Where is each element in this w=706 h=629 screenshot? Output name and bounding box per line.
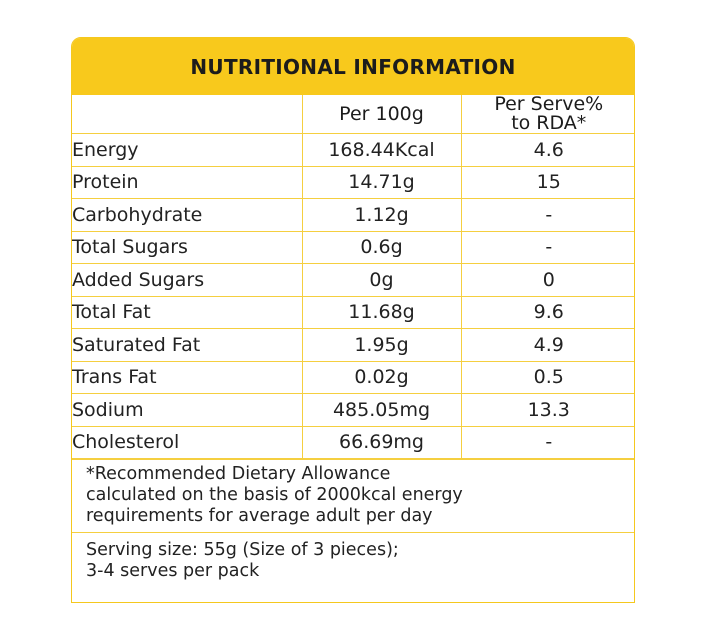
footnote-line: requirements for average adult per day: [86, 506, 433, 526]
rda-value: 13.3: [460, 393, 634, 427]
rda-footnote: *Recommended Dietary Allowance calculate…: [72, 459, 634, 532]
per-100g-value: 11.68g: [301, 295, 462, 329]
nutrient-name: Protein: [72, 165, 303, 199]
per-100g-value: 1.12g: [301, 198, 462, 232]
rda-label: to RDA*: [511, 112, 587, 134]
serving-size-text: Serving size: 55g (Size of 3 pieces);: [86, 540, 399, 560]
per-100g-value: 0.02g: [301, 360, 462, 394]
rda-value: -: [460, 425, 634, 459]
rda-value: 4.6: [460, 133, 634, 167]
table-row: Trans Fat 0.02g 0.5: [72, 360, 634, 394]
rda-value: 9.6: [460, 295, 634, 329]
nutrient-name: Trans Fat: [72, 360, 303, 394]
nutrition-panel: NUTRITIONAL INFORMATION Per 100g Per Ser…: [71, 37, 635, 603]
table-row: Protein 14.71g 15: [72, 165, 634, 199]
rda-value: -: [460, 198, 634, 232]
per-100g-value: 1.95g: [301, 328, 462, 362]
column-header-nutrient: [72, 95, 303, 134]
column-header-row: Per 100g Per Serve% to RDA*: [72, 93, 634, 134]
rda-value: 0.5: [460, 360, 634, 394]
nutrient-name: Sodium: [72, 393, 303, 427]
panel-title: NUTRITIONAL INFORMATION: [72, 38, 634, 95]
table-row: Energy 168.44Kcal 4.6: [72, 133, 634, 167]
column-header-per-serve-rda: Per Serve% to RDA*: [460, 93, 634, 134]
nutrition-table: Per 100g Per Serve% to RDA* Energy 168.4…: [72, 93, 634, 459]
per-100g-value: 168.44Kcal: [301, 133, 462, 167]
table-row: Added Sugars 0g 0: [72, 263, 634, 297]
footnote-line: calculated on the basis of 2000kcal ener…: [86, 485, 463, 505]
nutrient-name: Added Sugars: [72, 263, 303, 297]
footnote-line: *Recommended Dietary Allowance: [86, 464, 391, 484]
nutrient-name: Energy: [72, 133, 303, 167]
per-100g-value: 66.69mg: [301, 425, 462, 459]
serving-info: Serving size: 55g (Size of 3 pieces); 3-…: [72, 532, 634, 582]
nutrient-name: Cholesterol: [72, 425, 303, 459]
table-row: Total Fat 11.68g 9.6: [72, 295, 634, 329]
table-row: Carbohydrate 1.12g -: [72, 198, 634, 232]
column-header-per-100g: Per 100g: [301, 95, 462, 134]
table-row: Sodium 485.05mg 13.3: [72, 393, 634, 427]
rda-value: 4.9: [460, 328, 634, 362]
per-100g-value: 0g: [301, 263, 462, 297]
nutrient-rows: Energy 168.44Kcal 4.6 Protein 14.71g 15 …: [72, 133, 634, 459]
table-row: Saturated Fat 1.95g 4.9: [72, 328, 634, 362]
rda-value: -: [460, 230, 634, 264]
rda-value: 0: [460, 263, 634, 297]
nutrient-name: Saturated Fat: [72, 328, 303, 362]
serves-per-pack-text: 3-4 serves per pack: [86, 561, 260, 581]
table-row: Cholesterol 66.69mg -: [72, 425, 634, 459]
per-serve-label: Per Serve%: [494, 93, 604, 115]
per-100g-value: 14.71g: [301, 165, 462, 199]
nutrient-name: Total Fat: [72, 295, 303, 329]
per-100g-value: 485.05mg: [301, 393, 462, 427]
table-row: Total Sugars 0.6g -: [72, 230, 634, 264]
nutrient-name: Carbohydrate: [72, 198, 303, 232]
per-100g-value: 0.6g: [301, 230, 462, 264]
rda-value: 15: [460, 165, 634, 199]
nutrient-name: Total Sugars: [72, 230, 303, 264]
